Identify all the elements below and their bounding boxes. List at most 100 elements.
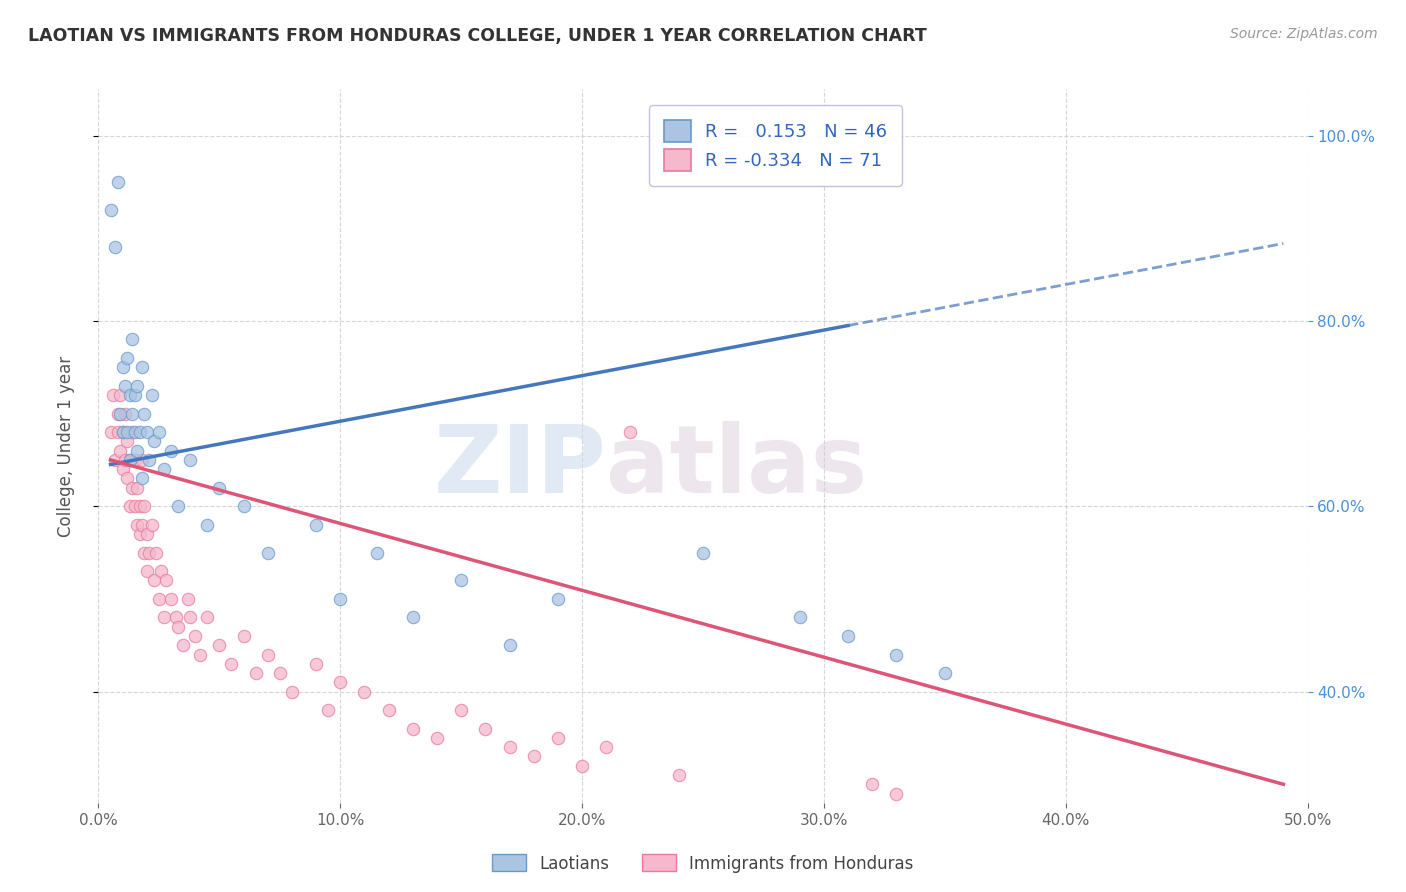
- Point: [100, 425, 122, 439]
- Point: [256, 545, 278, 559]
- Point: [547, 731, 569, 745]
- Point: [886, 787, 908, 801]
- Point: [152, 462, 174, 476]
- Point: [134, 500, 156, 514]
- Point: [135, 564, 157, 578]
- Point: [353, 684, 375, 698]
- Point: [886, 648, 908, 662]
- Point: [111, 462, 134, 476]
- Point: [117, 471, 139, 485]
- Point: [127, 517, 149, 532]
- Point: [402, 610, 425, 624]
- Point: [195, 517, 218, 532]
- Text: ZIP: ZIP: [433, 421, 606, 514]
- Point: [148, 425, 170, 439]
- Point: [114, 378, 136, 392]
- Legend: R =   0.153   N = 46, R = -0.334   N = 71: R = 0.153 N = 46, R = -0.334 N = 71: [650, 105, 901, 186]
- Legend: Laotians, Immigrants from Honduras: Laotians, Immigrants from Honduras: [486, 847, 920, 880]
- Point: [167, 500, 190, 514]
- Point: [118, 453, 141, 467]
- Point: [498, 740, 520, 755]
- Point: [160, 443, 183, 458]
- Point: [148, 591, 170, 606]
- Point: [155, 574, 177, 588]
- Point: [426, 731, 449, 745]
- Point: [114, 407, 136, 421]
- Point: [523, 749, 546, 764]
- Point: [128, 425, 150, 439]
- Point: [232, 500, 254, 514]
- Point: [117, 434, 139, 449]
- Point: [860, 777, 883, 791]
- Point: [131, 471, 153, 485]
- Point: [127, 481, 149, 495]
- Point: [131, 360, 153, 375]
- Point: [195, 610, 218, 624]
- Point: [111, 360, 134, 375]
- Point: [377, 703, 399, 717]
- Point: [107, 407, 129, 421]
- Point: [114, 453, 136, 467]
- Point: [179, 453, 201, 467]
- Point: [789, 610, 811, 624]
- Point: [138, 545, 160, 559]
- Point: [547, 591, 569, 606]
- Point: [450, 703, 472, 717]
- Text: atlas: atlas: [606, 421, 868, 514]
- Point: [127, 378, 149, 392]
- Point: [619, 425, 641, 439]
- Point: [107, 175, 129, 189]
- Point: [135, 527, 157, 541]
- Point: [160, 591, 183, 606]
- Point: [107, 425, 129, 439]
- Point: [143, 574, 166, 588]
- Point: [100, 202, 122, 217]
- Point: [692, 545, 714, 559]
- Point: [498, 638, 520, 652]
- Point: [118, 453, 141, 467]
- Point: [124, 388, 146, 402]
- Point: [108, 407, 131, 421]
- Point: [305, 517, 328, 532]
- Point: [172, 638, 194, 652]
- Point: [145, 545, 167, 559]
- Text: Source: ZipAtlas.com: Source: ZipAtlas.com: [1230, 27, 1378, 41]
- Point: [124, 453, 146, 467]
- Point: [121, 333, 143, 347]
- Point: [121, 481, 143, 495]
- Point: [245, 666, 267, 681]
- Point: [366, 545, 388, 559]
- Point: [177, 591, 200, 606]
- Point: [167, 620, 190, 634]
- Point: [121, 425, 143, 439]
- Point: [127, 443, 149, 458]
- Point: [118, 388, 141, 402]
- Point: [450, 574, 472, 588]
- Point: [668, 768, 690, 782]
- Point: [179, 610, 201, 624]
- Point: [474, 722, 496, 736]
- Point: [281, 684, 304, 698]
- Point: [138, 453, 160, 467]
- Point: [184, 629, 207, 643]
- Point: [131, 517, 153, 532]
- Point: [124, 500, 146, 514]
- Point: [108, 388, 131, 402]
- Point: [135, 425, 157, 439]
- Point: [118, 500, 141, 514]
- Point: [837, 629, 859, 643]
- Point: [104, 240, 127, 254]
- Point: [111, 425, 134, 439]
- Point: [141, 517, 163, 532]
- Point: [571, 758, 593, 772]
- Point: [117, 351, 139, 365]
- Point: [152, 610, 174, 624]
- Point: [934, 666, 956, 681]
- Point: [221, 657, 243, 671]
- Point: [134, 545, 156, 559]
- Point: [329, 591, 352, 606]
- Point: [595, 740, 617, 755]
- Point: [131, 453, 153, 467]
- Point: [188, 648, 211, 662]
- Point: [121, 407, 143, 421]
